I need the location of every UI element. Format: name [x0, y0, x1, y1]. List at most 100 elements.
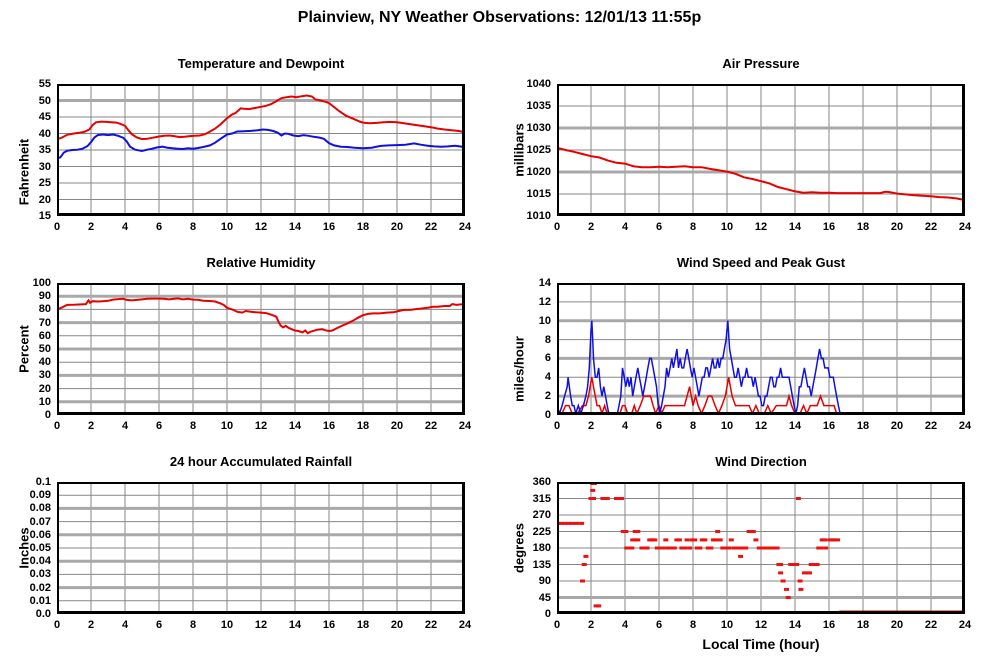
y-tick-label: 45: [38, 111, 51, 123]
relative-humidity-plot: [57, 283, 465, 415]
y-tick-label: 1040: [526, 78, 551, 90]
y-tick-label: 0.06: [29, 528, 51, 541]
wind-direction-plot: [557, 482, 965, 614]
x-tick-label: 6: [155, 619, 163, 631]
y-tick-label: 1030: [526, 122, 551, 134]
y-tick-label: 225: [532, 525, 551, 538]
x-tick-label: 22: [924, 420, 938, 432]
x-tick-label: 4: [121, 221, 129, 233]
y-tick-label: 2: [544, 390, 551, 403]
y-tick-label: 0: [544, 409, 551, 421]
y-tick-label: 0: [544, 608, 551, 620]
x-tick-label: 24: [958, 221, 972, 233]
x-axis-label-local-time: Local Time (hour): [702, 636, 820, 652]
y-tick-label: 90: [538, 575, 551, 587]
x-tick-label: 10: [720, 420, 734, 432]
y-tick-label: 6: [544, 352, 551, 365]
y-tick-label: 1025: [526, 144, 551, 156]
y-tick-label: 55: [38, 78, 51, 90]
x-tick-label: 4: [621, 619, 629, 631]
y-tick-label: 270: [532, 509, 551, 521]
x-tick-label: 14: [788, 420, 802, 432]
x-tick-label: 10: [720, 221, 734, 233]
x-tick-label: 18: [856, 619, 870, 631]
x-tick-label: 24: [458, 221, 472, 233]
y-tick-label: 0.07: [29, 515, 51, 528]
x-tick-label: 22: [424, 221, 438, 233]
y-tick-label: 0.0: [35, 608, 51, 620]
y-tick-label: 0: [44, 409, 51, 421]
x-tick-label: 0: [553, 221, 561, 233]
x-tick-label: 10: [220, 221, 234, 233]
y-tick-label: 20: [38, 193, 51, 206]
x-tick-label: 10: [220, 420, 234, 432]
y-tick-label: 0.1: [35, 476, 51, 488]
x-tick-label: 18: [856, 420, 870, 432]
y-tick-label: 0.05: [29, 542, 51, 554]
y-tick-label: 50: [38, 343, 51, 355]
temperature-dewpoint-plot: [57, 84, 465, 216]
x-tick-label: 2: [587, 221, 595, 233]
y-tick-label: 1015: [526, 188, 551, 200]
x-tick-label: 6: [655, 619, 663, 631]
y-tick-label: 45: [538, 591, 551, 604]
x-tick-label: 22: [924, 221, 938, 233]
x-tick-label: 24: [458, 619, 472, 631]
y-tick-label: 25: [38, 177, 51, 189]
y-tick-label: 60: [38, 329, 51, 342]
x-tick-label: 16: [822, 221, 836, 233]
x-tick-label: 16: [322, 619, 336, 631]
x-tick-label: 12: [754, 619, 768, 631]
x-tick-label: 4: [121, 619, 129, 631]
y-tick-label: 30: [38, 369, 51, 382]
x-tick-label: 2: [587, 619, 595, 631]
y-tick-label: 10: [538, 314, 551, 327]
y-tick-label: 40: [38, 127, 51, 140]
x-tick-label: 6: [155, 221, 163, 233]
y-tick-label: 40: [38, 356, 51, 369]
y-tick-label: 35: [38, 144, 51, 156]
x-tick-label: 2: [87, 420, 95, 432]
y-tick-label: 135: [532, 558, 551, 571]
y-tick-label: 70: [38, 316, 51, 329]
y-tick-label: 1035: [526, 100, 551, 112]
y-tick-label: 0.04: [29, 555, 51, 568]
x-tick-label: 8: [689, 420, 697, 432]
y-tick-label: 360: [532, 476, 551, 488]
x-tick-label: 2: [87, 221, 95, 233]
x-tick-label: 4: [621, 221, 629, 233]
y-tick-label: 0.08: [29, 502, 51, 515]
x-tick-label: 20: [890, 619, 904, 631]
x-tick-label: 10: [220, 619, 234, 631]
x-tick-label: 16: [322, 420, 336, 432]
x-tick-label: 0: [553, 420, 561, 432]
y-tick-label: 315: [532, 492, 551, 505]
x-tick-label: 14: [788, 619, 802, 631]
x-tick-label: 20: [390, 619, 404, 631]
chart-title-air-pressure: Air Pressure: [722, 56, 800, 71]
x-tick-label: 12: [754, 420, 768, 432]
x-tick-label: 16: [822, 619, 836, 631]
x-tick-label: 0: [53, 619, 61, 631]
wind-speed-gust-plot: [557, 283, 965, 415]
x-tick-label: 12: [254, 420, 268, 432]
x-tick-label: 22: [924, 619, 938, 631]
x-tick-label: 20: [890, 221, 904, 233]
x-tick-label: 2: [87, 619, 95, 631]
y-tick-label: 12: [538, 295, 551, 308]
page-title: Plainview, NY Weather Observations: 12/0…: [297, 9, 702, 26]
x-tick-label: 0: [53, 420, 61, 432]
chart-title-relative-humidity: Relative Humidity: [206, 255, 316, 270]
x-tick-label: 6: [655, 420, 663, 432]
y-tick-label: 0.02: [29, 581, 51, 594]
x-tick-label: 0: [53, 221, 61, 233]
y-tick-label: 50: [38, 94, 51, 107]
x-tick-label: 10: [720, 619, 734, 631]
chart-title-wind-direction: Wind Direction: [715, 454, 807, 469]
y-tick-label: 4: [544, 371, 551, 384]
x-tick-label: 14: [288, 221, 302, 233]
y-tick-label: 90: [38, 290, 51, 303]
x-tick-label: 8: [189, 221, 197, 233]
x-tick-label: 20: [390, 420, 404, 432]
x-tick-label: 20: [390, 221, 404, 233]
